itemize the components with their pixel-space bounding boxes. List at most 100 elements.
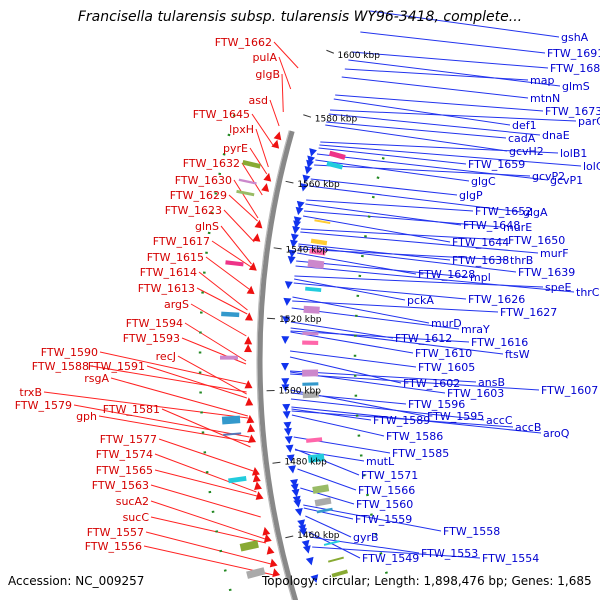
gene-feature-block [303,305,320,314]
forward-gene-label: FTW_1593 [123,332,180,345]
tick-mark [326,49,335,54]
reverse-gene-label: FTW_1610 [415,347,472,360]
forward-gene-label: FTW_1629 [170,189,227,202]
forward-strand-arrow [252,233,261,242]
forward-gene-label: FTW_1565 [96,464,153,477]
reverse-gene-label: FTW_1691 [547,47,600,60]
reverse-strand-arrow [298,527,307,537]
forward-gene-label: FTW_1581 [103,403,160,416]
reverse-gene-label: FTW_1638 [452,254,509,267]
forward-gene-label: pulA [252,51,277,64]
tick-label: 1500 kbp [279,386,322,396]
reverse-gene-label: FTW_1586 [386,430,443,443]
label-leader-line [190,303,247,337]
label-leader-line [289,350,417,368]
forward-gene-label: FTW_1588 [32,360,89,373]
reverse-strand-arrow [284,281,293,290]
gene-feature-block [328,150,346,160]
label-leader-line [294,449,365,462]
label-leader-line [335,94,544,112]
forward-gene-label: FTW_1591 [88,360,145,373]
gene-feature-block [316,507,333,514]
gene-feature-block [302,369,319,377]
reverse-gene-label: mraY [461,323,490,336]
label-leader-line [315,159,470,182]
reverse-gene-label: def1 [512,119,537,132]
label-leader-line [293,282,467,300]
reverse-strand-arrow [281,378,290,386]
reverse-strand-arrow [291,488,300,498]
forward-strand-arrow [244,312,253,321]
label-leader-line [291,414,385,437]
reverse-gene-label: FTW_1627 [500,306,557,319]
gene-feature-block [302,340,319,345]
reverse-gene-label: FTW_1659 [468,158,525,171]
forward-gene-label: glgB [255,68,280,81]
forward-strand-arrow [269,558,278,568]
reverse-gene-label: FTW_1607 [541,384,598,397]
reverse-strand-arrow [288,249,297,258]
gene-feature-block [312,484,330,494]
forward-gene-label: FTW_1614 [140,266,197,279]
tick-label: 1580 kbp [315,114,358,124]
label-leader-line [150,484,261,518]
label-leader-line [333,98,511,126]
label-leader-line [290,330,470,343]
label-leader-line [154,453,257,493]
label-leader-line [319,144,582,167]
forward-gene-label: FTW_1630 [175,174,232,187]
label-leader-line [300,228,507,241]
reverse-strand-arrow [283,297,292,306]
reverse-gene-label: cadA [508,132,536,145]
tick-mark [285,180,294,184]
reverse-gene-label: glgC [471,175,496,188]
label-leader-line [341,76,529,99]
label-leader-line [295,265,575,293]
reverse-gene-label: FTW_1644 [452,236,509,249]
reverse-strand-arrow [281,384,290,393]
reverse-strand-arrow [288,465,296,474]
label-leader-line [292,296,430,324]
forward-gene-label: FTW_1557 [87,526,144,539]
reverse-gene-label: thrB [510,254,533,267]
reverse-strand-arrow [281,336,290,345]
tick-label: 1600 kbp [338,51,381,61]
reverse-gene-label: accB [515,421,541,434]
label-leader-line [309,536,420,554]
reverse-strand-arrow [289,479,298,488]
reverse-gene-label: gcvH2 [509,145,544,158]
forward-strand-arrow [261,183,270,192]
reverse-gene-label: FTW_1673 [545,105,600,118]
label-leader-line [146,365,248,399]
forward-strand-arrow [273,131,282,141]
reverse-gene-label: mutL [366,455,395,468]
label-leader-line [150,500,266,540]
label-leader-line [196,287,248,315]
label-leader-line [281,73,284,113]
label-leader-line [177,355,247,395]
label-leader-line [297,468,357,491]
reverse-strand-arrow [305,556,314,566]
position-ticks: 1600 kbp 1580 kbp 1560 kbp 1540 kbp 1520 kbp… [266,49,381,541]
reverse-gene-label: ansB [478,376,505,389]
tick-mark [272,461,281,464]
reverse-gene-label: FTW_1596 [408,398,465,411]
label-leader-line [220,225,252,265]
label-leader-line [348,59,561,87]
tick-label: 1520 kbp [279,315,322,325]
reverse-gene-label: FTW_1558 [443,525,500,538]
label-leader-line [360,31,546,54]
label-leader-line [302,215,451,243]
reverse-strand-arrow [290,233,299,242]
label-leader-line [110,377,248,417]
reverse-gene-label: glmS [562,80,590,93]
label-leader-line [90,365,247,393]
forward-gene-label: FTW_1662 [215,36,272,49]
label-leader-line [298,243,451,261]
gene-feature-block [331,569,348,578]
tick-label: 1460 kbp [297,531,340,541]
label-leader-line [150,516,267,544]
label-leader-line [255,128,269,168]
